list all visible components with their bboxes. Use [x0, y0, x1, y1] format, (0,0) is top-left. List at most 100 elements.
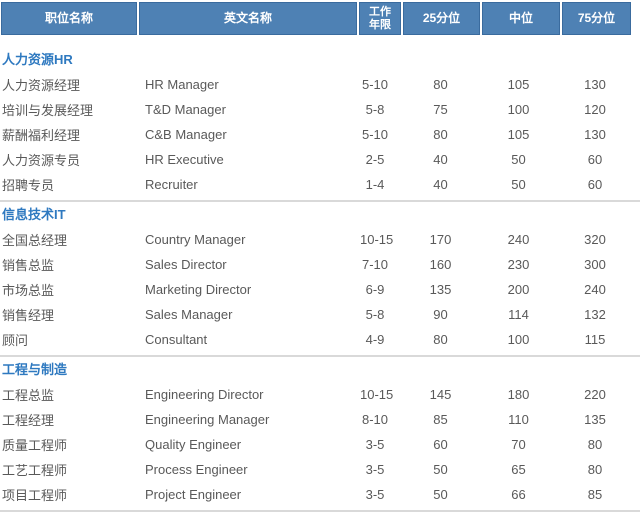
table-row: 培训与发展经理 T&D Manager 5-8 75 100 120: [0, 97, 640, 122]
cell-english-name: Consultant: [145, 332, 208, 347]
column-header-work-years: 工作年限: [359, 2, 401, 35]
cell-median: 240: [507, 232, 530, 247]
column-header-median: 中位: [482, 2, 560, 35]
cell-work-years: 5-10: [361, 77, 389, 92]
cell-75th-percentile: 115: [584, 332, 606, 347]
cell-english-name: Project Engineer: [145, 487, 242, 502]
cell-work-years: 10-15: [360, 232, 394, 247]
cell-position-name: 销售总监: [2, 258, 55, 273]
cell-25th-percentile: 80: [433, 77, 448, 92]
cell-median: 114: [508, 307, 529, 322]
cell-english-name: Recruiter: [145, 177, 198, 192]
cell-work-years: 8-10: [361, 412, 389, 427]
cell-75th-percentile: 60: [587, 177, 603, 192]
cell-25th-percentile: 80: [433, 127, 448, 142]
cell-25th-percentile: 85: [433, 412, 448, 427]
column-header-25th-percentile: 25分位: [403, 2, 480, 35]
cell-median: 230: [507, 257, 530, 272]
cell-english-name: HR Executive: [145, 152, 224, 167]
table-row: 项目工程师 Project Engineer 3-5 50 66 85: [0, 482, 640, 507]
cell-25th-percentile: 170: [429, 232, 452, 247]
cell-median: 180: [507, 387, 530, 402]
cell-75th-percentile: 320: [584, 232, 606, 247]
cell-english-name: Sales Director: [145, 257, 227, 272]
column-header-position-name: 职位名称: [1, 2, 137, 35]
table-row: 质量工程师 Quality Engineer 3-5 60 70 80: [0, 432, 640, 457]
section-0: 人力资源HR 人力资源经理 HR Manager 5-10 80 105 130 培训与发展经…: [0, 50, 640, 202]
cell-median: 105: [507, 77, 530, 92]
cell-work-years: 10-15: [360, 387, 394, 402]
cell-median: 70: [511, 437, 526, 452]
cell-25th-percentile: 90: [433, 307, 448, 322]
cell-english-name: Process Engineer: [145, 462, 248, 477]
cell-75th-percentile: 240: [584, 282, 606, 297]
section-1: 信息技术IT 全国总经理 Country Manager 10-15 170 240 320…: [0, 205, 640, 357]
cell-english-name: Engineering Director: [145, 387, 264, 402]
column-header-75th-percentile: 75分位: [562, 2, 631, 35]
cell-position-name: 人力资源专员: [2, 153, 81, 168]
table-row: 市场总监 Marketing Director 6-9 135 200 240: [0, 277, 640, 302]
cell-position-name: 工程经理: [2, 413, 55, 428]
cell-75th-percentile: 85: [587, 487, 603, 502]
cell-median: 105: [507, 127, 530, 142]
cell-25th-percentile: 40: [433, 152, 448, 167]
section-divider: [0, 510, 640, 512]
cell-work-years: 5-8: [365, 307, 385, 322]
cell-english-name: Sales Manager: [145, 307, 233, 322]
cell-work-years: 2-5: [365, 152, 385, 167]
cell-25th-percentile: 50: [433, 487, 448, 502]
cell-median: 50: [511, 177, 526, 192]
table-row: 招聘专员 Recruiter 1-4 40 50 60: [0, 172, 640, 197]
cell-work-years: 3-5: [365, 437, 385, 452]
cell-25th-percentile: 80: [433, 332, 448, 347]
cell-english-name: C&B Manager: [145, 127, 227, 142]
table-row: 销售总监 Sales Director 7-10 160 230 300: [0, 252, 640, 277]
section-divider: [0, 355, 640, 357]
cell-work-years: 5-8: [365, 102, 385, 117]
cell-median: 65: [511, 462, 526, 477]
cell-position-name: 全国总经理: [2, 233, 68, 248]
cell-median: 66: [511, 487, 526, 502]
cell-25th-percentile: 60: [433, 437, 448, 452]
cell-median: 50: [511, 152, 526, 167]
table-row: 人力资源专员 HR Executive 2-5 40 50 60: [0, 147, 640, 172]
cell-median: 100: [507, 102, 530, 117]
cell-position-name: 薪酬福利经理: [2, 128, 81, 143]
table-row: 薪酬福利经理 C&B Manager 5-10 80 105 130: [0, 122, 640, 147]
cell-position-name: 培训与发展经理: [2, 103, 94, 118]
cell-work-years: 1-4: [365, 177, 385, 192]
cell-work-years: 3-5: [365, 487, 385, 502]
cell-75th-percentile: 220: [584, 387, 606, 402]
cell-25th-percentile: 145: [429, 387, 452, 402]
table-row: 顾问 Consultant 4-9 80 100 115: [0, 327, 640, 352]
cell-75th-percentile: 132: [584, 307, 606, 322]
cell-english-name: Engineering Manager: [145, 412, 270, 427]
cell-25th-percentile: 75: [433, 102, 448, 117]
cell-english-name: Marketing Director: [145, 282, 252, 297]
section-title: 信息技术IT: [2, 207, 66, 222]
cell-75th-percentile: 135: [584, 412, 606, 427]
section-title: 工程与制造: [2, 362, 68, 377]
cell-25th-percentile: 135: [429, 282, 452, 297]
section-divider: [0, 200, 640, 202]
cell-75th-percentile: 130: [584, 127, 606, 142]
cell-median: 200: [507, 282, 530, 297]
cell-25th-percentile: 160: [429, 257, 452, 272]
cell-median: 100: [507, 332, 530, 347]
table-header: 职位名称 英文名称 工作年限 25分位 中位 75分位: [1, 2, 637, 35]
cell-75th-percentile: 80: [587, 462, 603, 477]
cell-english-name: Quality Engineer: [145, 437, 242, 452]
cell-position-name: 销售经理: [2, 308, 55, 323]
cell-median: 110: [508, 412, 529, 427]
cell-25th-percentile: 50: [433, 462, 448, 477]
cell-position-name: 工艺工程师: [2, 463, 68, 478]
table-row: 工程总监 Engineering Director 10-15 145 180 220: [0, 382, 640, 407]
cell-25th-percentile: 40: [433, 177, 448, 192]
cell-english-name: T&D Manager: [145, 102, 226, 117]
cell-75th-percentile: 130: [584, 77, 606, 92]
table-row: 工程经理 Engineering Manager 8-10 85 110 135: [0, 407, 640, 432]
cell-work-years: 3-5: [365, 462, 385, 477]
cell-position-name: 市场总监: [2, 283, 55, 298]
table-row: 销售经理 Sales Manager 5-8 90 114 132: [0, 302, 640, 327]
